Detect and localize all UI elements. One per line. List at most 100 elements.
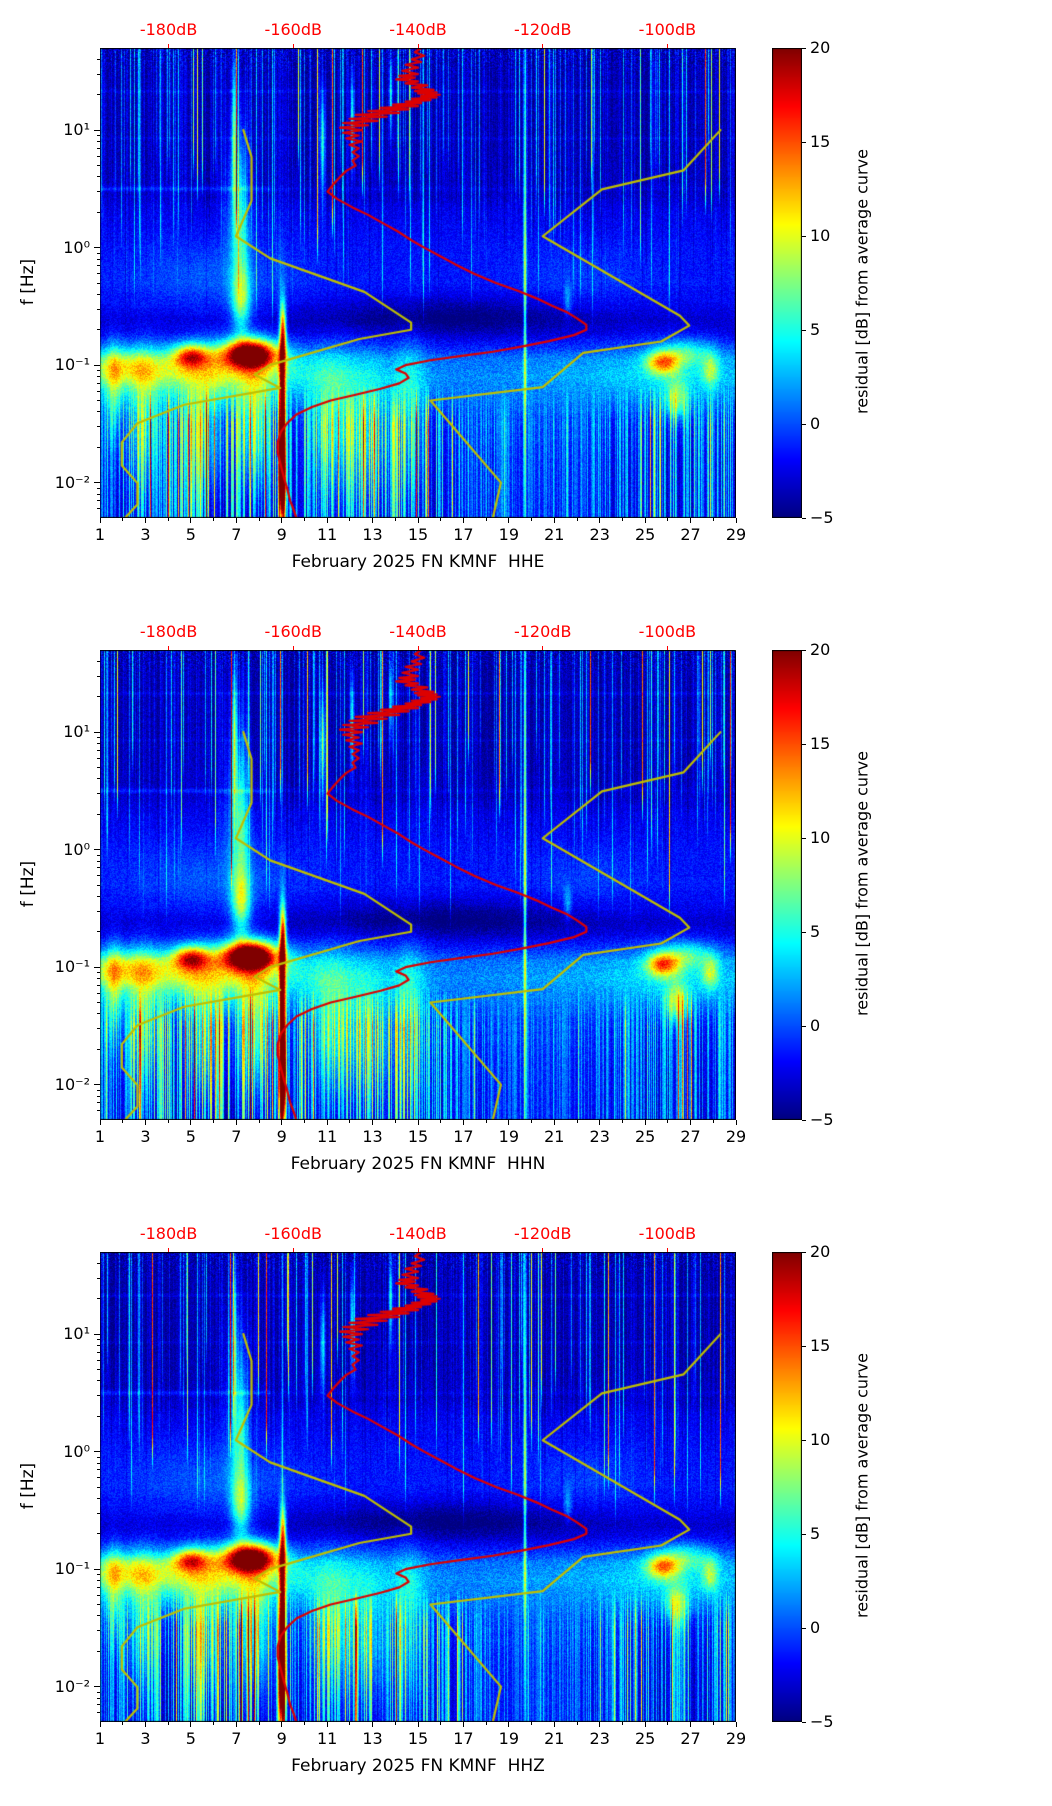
y-minor-tick xyxy=(97,1048,100,1050)
x-tick xyxy=(281,1722,283,1727)
top-tick xyxy=(168,646,170,650)
x-tick-label: 29 xyxy=(725,525,747,544)
y-tick-label: 10⁻¹ xyxy=(54,355,90,375)
y-tick xyxy=(94,1686,100,1688)
x-tick-label: 11 xyxy=(316,1127,338,1146)
y-minor-tick xyxy=(97,1697,100,1699)
x-minor-tick xyxy=(258,518,260,521)
colorbar-tick xyxy=(802,141,806,143)
x-minor-tick xyxy=(303,1722,305,1725)
colorbar-tick xyxy=(802,517,806,519)
y-minor-tick xyxy=(97,1095,100,1097)
ticks-layer: 1 3 5 7 9 11 13 15 17 19 21 23 25 27 29 10¹ 10⁰ 10⁻¹ 10⁻² -… xyxy=(0,602,1052,1204)
y-minor-tick xyxy=(97,390,100,392)
colorbar-tick-label: 15 xyxy=(810,132,831,151)
x-minor-tick xyxy=(122,1120,124,1123)
x-tick xyxy=(99,1120,101,1125)
colorbar-tick xyxy=(802,649,806,651)
x-tick-label: 17 xyxy=(453,1127,474,1146)
x-tick-label: 19 xyxy=(498,525,520,544)
top-tick-label: -120dB xyxy=(513,622,572,641)
y-minor-tick xyxy=(97,1028,100,1030)
colorbar-tick-label: 20 xyxy=(810,640,831,659)
x-tick xyxy=(326,1722,328,1727)
y-minor-tick xyxy=(97,675,100,677)
x-tick xyxy=(508,1120,510,1125)
x-tick-label: 25 xyxy=(634,1729,656,1748)
colorbar-tick-label: 5 xyxy=(810,1524,821,1543)
x-minor-tick xyxy=(667,1120,669,1123)
y-minor-tick xyxy=(97,1395,100,1397)
x-tick-label: 27 xyxy=(680,1127,701,1146)
x-minor-tick xyxy=(213,518,215,521)
y-tick xyxy=(94,849,100,851)
y-tick xyxy=(94,247,100,249)
x-minor-tick xyxy=(258,1722,260,1725)
x-tick xyxy=(462,518,464,523)
top-tick xyxy=(417,44,419,48)
colorbar-tick-label: 5 xyxy=(810,320,821,339)
top-tick-label: -140dB xyxy=(389,622,447,641)
y-tick-label: 10⁰ xyxy=(63,1441,90,1461)
x-tick xyxy=(735,1722,737,1727)
x-tick xyxy=(508,1722,510,1727)
y-minor-tick xyxy=(97,1351,100,1353)
top-tick-label: -120dB xyxy=(513,1224,572,1243)
colorbar-tick xyxy=(802,1345,806,1347)
y-minor-tick xyxy=(97,895,100,897)
top-tick xyxy=(168,44,170,48)
x-minor-tick xyxy=(122,1722,124,1725)
y-minor-tick xyxy=(97,58,100,60)
x-tick-label: 27 xyxy=(680,1729,701,1748)
x-tick xyxy=(372,518,374,523)
y-minor-tick xyxy=(97,1497,100,1499)
y-minor-tick xyxy=(97,1594,100,1596)
x-axis-label: February 2025 FN KMNF HHZ xyxy=(291,1756,545,1776)
y-minor-tick xyxy=(97,757,100,759)
x-tick-label: 17 xyxy=(453,1729,474,1748)
x-minor-tick xyxy=(440,518,442,521)
x-tick-label: 7 xyxy=(231,525,242,544)
y-minor-tick xyxy=(97,1110,100,1112)
x-tick xyxy=(99,1722,101,1727)
y-tick-label: 10¹ xyxy=(63,1324,90,1344)
y-minor-tick xyxy=(97,875,100,877)
top-tick-label: -120dB xyxy=(513,20,572,39)
x-tick-label: 1 xyxy=(94,525,106,544)
x-tick xyxy=(99,518,101,523)
top-tick-label: -100dB xyxy=(638,622,697,641)
y-minor-tick xyxy=(97,176,100,178)
y-minor-tick xyxy=(97,1102,100,1104)
y-minor-tick xyxy=(97,1630,100,1632)
x-minor-tick xyxy=(394,518,396,521)
x-tick xyxy=(372,1722,374,1727)
x-tick xyxy=(553,1722,555,1727)
colorbar-tick xyxy=(802,837,806,839)
y-minor-tick xyxy=(97,1002,100,1003)
y-tick-label: 10¹ xyxy=(63,722,90,742)
y-minor-tick xyxy=(97,293,100,295)
x-tick xyxy=(235,518,237,523)
y-minor-tick xyxy=(97,155,100,157)
y-minor-tick xyxy=(97,1415,100,1417)
x-minor-tick xyxy=(485,518,487,521)
x-minor-tick xyxy=(712,518,714,521)
x-tick-label: 23 xyxy=(589,1127,610,1146)
y-minor-tick xyxy=(97,273,100,275)
y-minor-tick xyxy=(97,813,100,815)
y-minor-tick xyxy=(97,1345,100,1347)
y-minor-tick xyxy=(97,165,100,166)
y-minor-tick xyxy=(97,411,100,413)
x-tick-label: 3 xyxy=(140,1127,151,1146)
y-tick xyxy=(94,129,100,131)
y-minor-tick xyxy=(97,992,100,994)
colorbar-tick-label: 15 xyxy=(810,734,831,753)
y-minor-tick xyxy=(97,1533,100,1535)
y-tick-label: 10⁰ xyxy=(63,839,90,859)
colorbar-gradient xyxy=(772,1252,802,1722)
x-minor-tick xyxy=(667,518,669,521)
y-minor-tick xyxy=(97,1580,100,1582)
y-tick xyxy=(94,482,100,484)
x-minor-tick xyxy=(213,1120,215,1123)
